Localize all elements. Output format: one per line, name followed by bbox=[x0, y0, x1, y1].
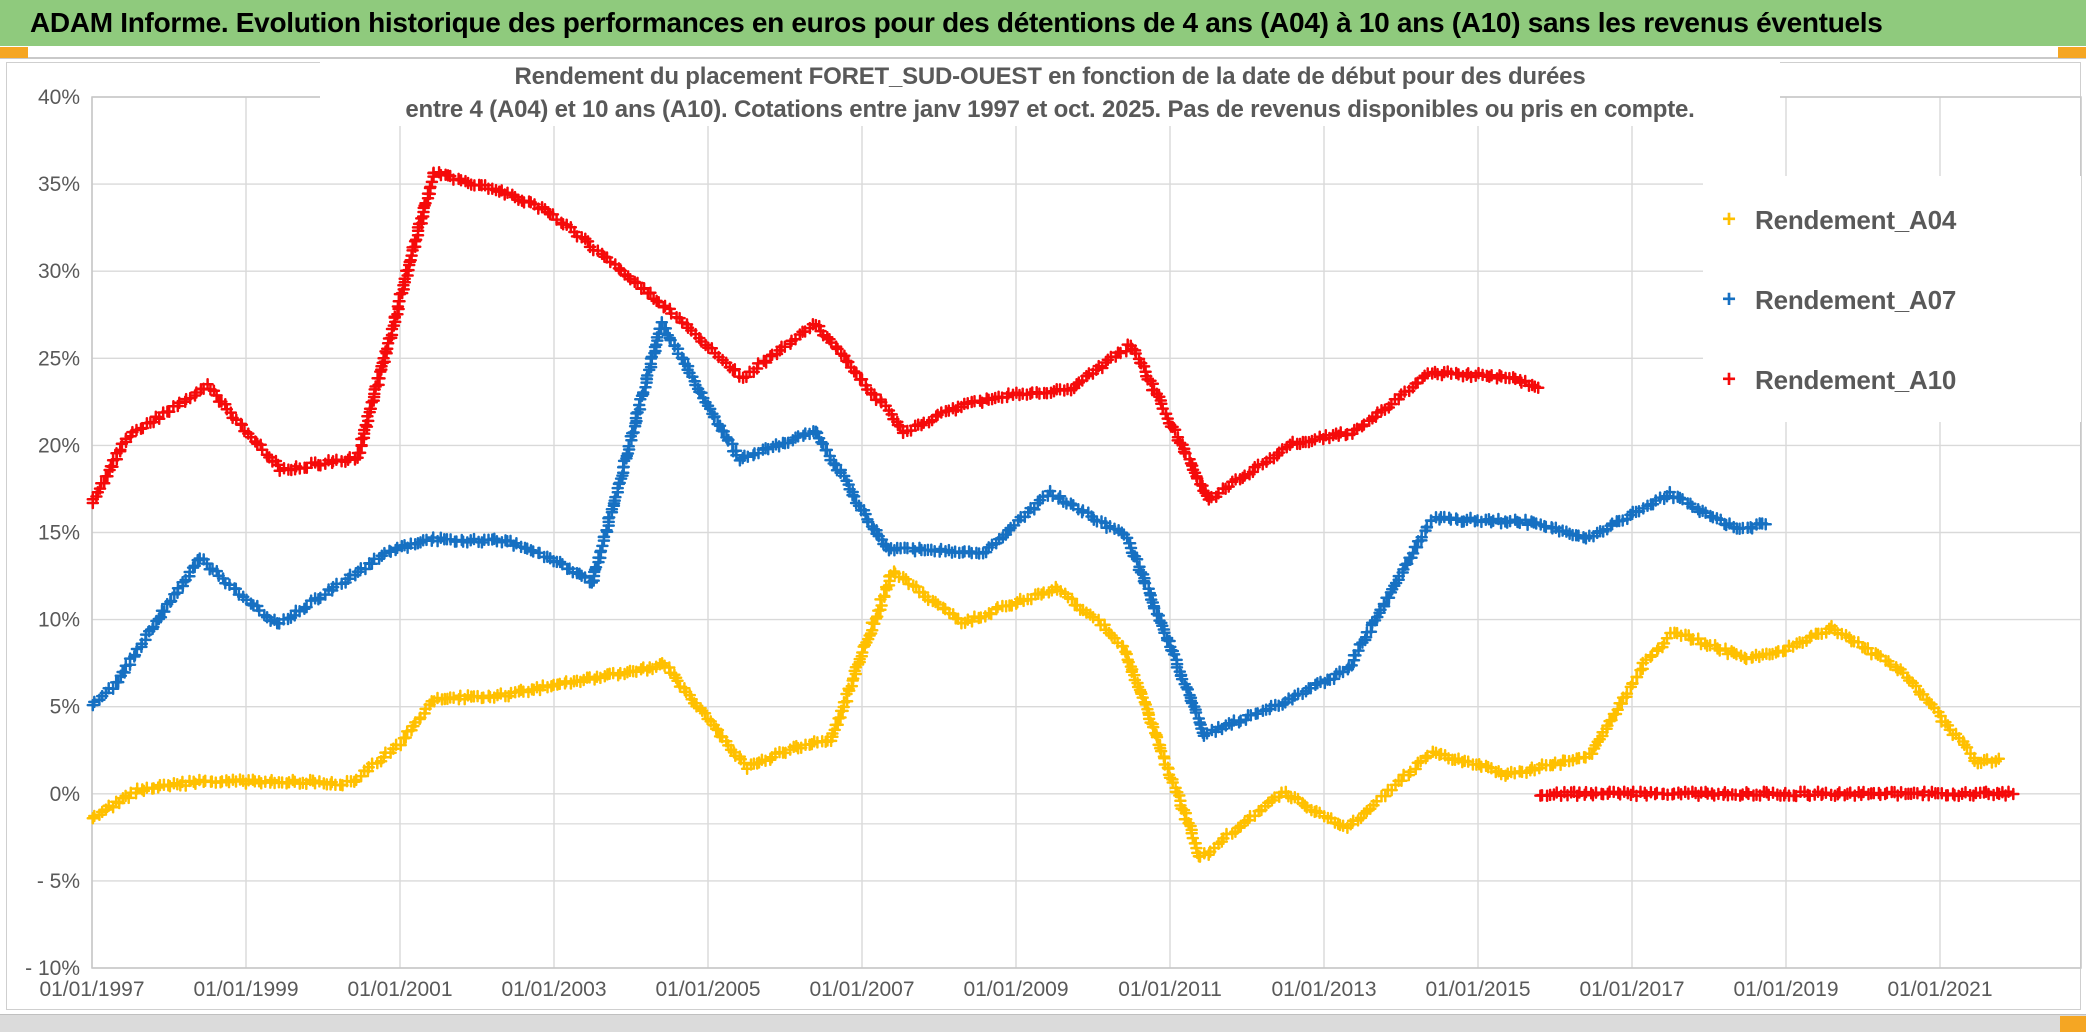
chart-title-line1: Rendement du placement FORET_SUD-OUEST e… bbox=[320, 61, 1780, 93]
accent-chip-top-left bbox=[0, 47, 28, 58]
x-axis-label: 01/01/2015 bbox=[1425, 978, 1530, 1001]
x-axis-label: 01/01/2003 bbox=[501, 978, 606, 1001]
x-axis-label: 01/01/2009 bbox=[963, 978, 1068, 1001]
y-axis-label: 30% bbox=[38, 260, 80, 283]
y-axis-label: 25% bbox=[38, 347, 80, 370]
y-axis-label: - 10% bbox=[25, 957, 80, 980]
series-Rendement_A07[interactable] bbox=[86, 316, 1772, 743]
y-axis-label: - 5% bbox=[37, 870, 80, 893]
y-axis-label: 5% bbox=[50, 696, 80, 719]
x-axis-label: 01/01/2021 bbox=[1887, 978, 1992, 1001]
chart-legend: + Rendement_A04 + Rendement_A07 + Rendem… bbox=[1703, 176, 2081, 422]
accent-chip-top-right bbox=[2058, 47, 2086, 58]
legend-label: Rendement_A04 bbox=[1755, 204, 1957, 235]
series-Rendement_A10-flat[interactable] bbox=[1534, 785, 2020, 803]
window-title: ADAM Informe. Evolution historique des p… bbox=[30, 7, 1883, 38]
bottom-bar bbox=[0, 1014, 2086, 1032]
series-Rendement_A04[interactable] bbox=[86, 565, 2006, 863]
accent-chip-bottom-right bbox=[2060, 1016, 2086, 1032]
legend-item-rendement-a07[interactable]: + Rendement_A07 bbox=[1703, 278, 2081, 322]
x-axis-label: 01/01/2017 bbox=[1579, 978, 1684, 1001]
x-axis-label: 01/01/2011 bbox=[1118, 978, 1222, 1001]
chart-title-line2: entre 4 (A04) et 10 ans (A10). Cotations… bbox=[320, 94, 1780, 126]
x-axis-label: 01/01/1997 bbox=[39, 978, 144, 1001]
title-bar: ADAM Informe. Evolution historique des p… bbox=[0, 0, 2086, 46]
x-axis-label: 01/01/2005 bbox=[655, 978, 760, 1001]
plus-marker-icon: + bbox=[1721, 206, 1736, 233]
legend-item-rendement-a04[interactable]: + Rendement_A04 bbox=[1703, 198, 2081, 242]
plus-marker-icon: + bbox=[1721, 366, 1736, 393]
x-axis-label: 01/01/2007 bbox=[809, 978, 914, 1001]
series-Rendement_A10[interactable] bbox=[86, 165, 1545, 510]
legend-label: Rendement_A07 bbox=[1755, 284, 1957, 315]
y-axis-label: 10% bbox=[38, 609, 80, 632]
legend-item-rendement-a10[interactable]: + Rendement_A10 bbox=[1703, 358, 2081, 402]
legend-label: Rendement_A10 bbox=[1755, 364, 1957, 395]
y-axis-label: 15% bbox=[38, 522, 80, 545]
y-axis-label: 0% bbox=[50, 783, 80, 806]
y-axis-label: 40% bbox=[38, 86, 80, 109]
y-axis-label: 35% bbox=[38, 173, 80, 196]
title-divider bbox=[0, 57, 2086, 59]
x-axis-label: 01/01/2019 bbox=[1733, 978, 1838, 1001]
y-axis-label: 20% bbox=[38, 434, 80, 457]
x-axis-label: 01/01/2013 bbox=[1271, 978, 1376, 1001]
x-axis-label: 01/01/1999 bbox=[193, 978, 298, 1001]
x-axis-label: 01/01/2001 bbox=[347, 978, 452, 1001]
plus-marker-icon: + bbox=[1721, 286, 1736, 313]
